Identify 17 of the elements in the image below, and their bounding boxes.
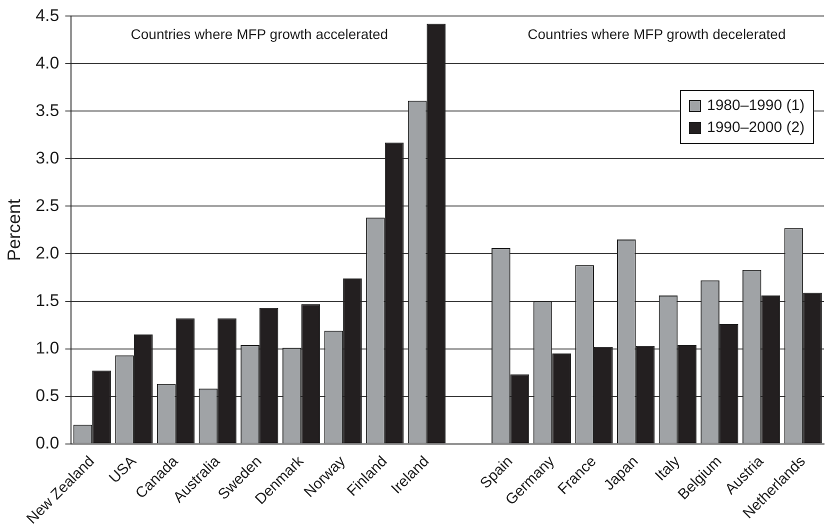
y-tick-label: 0.0 bbox=[36, 433, 60, 452]
y-tick-label: 3.5 bbox=[36, 100, 60, 120]
legend-label: 1980–1990 (1) bbox=[707, 96, 805, 116]
annotation: Countries where MFP growth accelerated bbox=[130, 26, 388, 42]
y-tick-label: 1.5 bbox=[36, 290, 60, 310]
y-tick-label: 4.0 bbox=[36, 53, 60, 72]
annotation: Countries where MFP growth decelerated bbox=[528, 26, 786, 42]
x-tick-label: Italy bbox=[652, 452, 684, 484]
y-tick-label: 3.0 bbox=[36, 148, 60, 168]
y-tick-label: 4.5 bbox=[36, 6, 60, 25]
legend-label: 1990–2000 (2) bbox=[707, 118, 805, 138]
y-tick-label: 2.0 bbox=[36, 243, 60, 262]
y-tick-label: 2.5 bbox=[36, 196, 60, 215]
y-tick-label: 1.0 bbox=[36, 338, 60, 358]
y-axis-title: Percent bbox=[4, 198, 24, 262]
x-tick-label: USA bbox=[106, 452, 140, 487]
y-tick-label: 0.5 bbox=[36, 386, 60, 405]
